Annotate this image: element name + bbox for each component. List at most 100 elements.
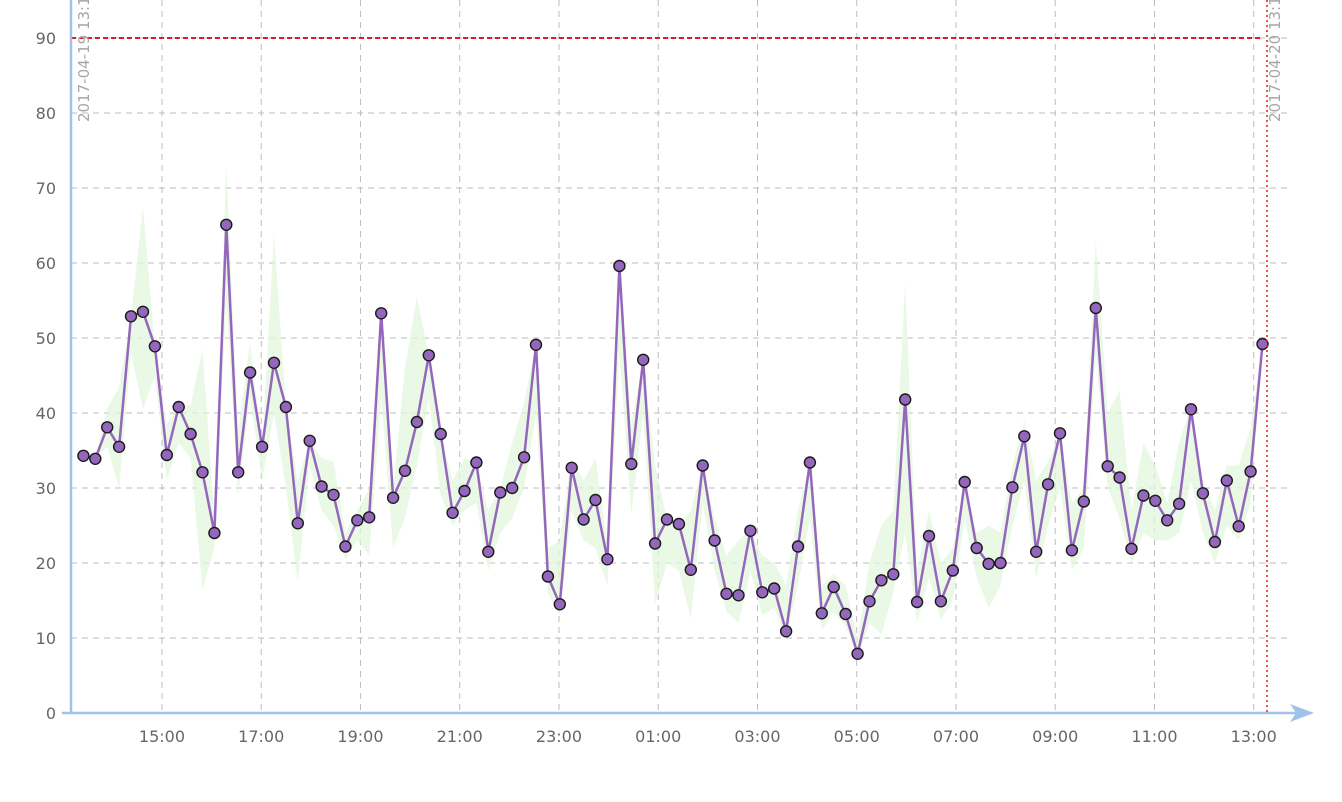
data-point[interactable] (1089, 301, 1103, 315)
data-point[interactable] (875, 574, 888, 587)
data-point[interactable] (136, 305, 150, 318)
data-point[interactable] (565, 461, 578, 474)
data-point[interactable] (112, 440, 126, 453)
data-point[interactable] (363, 511, 376, 524)
data-point[interactable] (720, 587, 733, 600)
data-point[interactable] (446, 506, 459, 519)
data-point[interactable] (863, 595, 876, 608)
data-point[interactable] (815, 607, 828, 620)
data-point[interactable] (577, 513, 590, 526)
data-point[interactable] (791, 540, 805, 553)
data-point[interactable] (506, 481, 519, 495)
data-point[interactable] (839, 607, 852, 621)
data-point[interactable] (1232, 520, 1245, 533)
data-point[interactable] (684, 563, 697, 576)
data-point[interactable] (553, 598, 566, 611)
data-point[interactable] (77, 449, 90, 462)
data-point[interactable] (1149, 494, 1162, 507)
data-point[interactable] (482, 545, 495, 558)
data-point[interactable] (339, 540, 352, 553)
data-point[interactable] (851, 647, 864, 660)
data-point[interactable] (613, 259, 626, 273)
data-point[interactable] (315, 480, 328, 493)
data-point[interactable] (887, 568, 900, 581)
data-point[interactable] (934, 595, 948, 608)
data-point[interactable] (601, 553, 614, 566)
data-point[interactable] (1125, 542, 1138, 555)
data-point[interactable] (1041, 478, 1055, 491)
data-point[interactable] (672, 517, 686, 531)
data-point[interactable] (1018, 430, 1031, 443)
data-point[interactable] (100, 421, 114, 434)
data-point[interactable] (1256, 337, 1269, 351)
data-point[interactable] (494, 486, 507, 499)
data-point[interactable] (1113, 471, 1126, 484)
data-point[interactable] (220, 218, 233, 232)
data-point[interactable] (732, 589, 745, 602)
data-point[interactable] (1208, 535, 1222, 549)
data-point[interactable] (708, 534, 721, 547)
data-point[interactable] (375, 307, 388, 320)
data-point[interactable] (1006, 481, 1019, 494)
data-point[interactable] (1220, 474, 1234, 487)
data-point[interactable] (1029, 545, 1043, 558)
data-point[interactable] (696, 459, 709, 472)
data-point[interactable] (660, 513, 674, 526)
data-point[interactable] (89, 452, 102, 465)
data-point[interactable] (279, 400, 293, 414)
data-point[interactable] (970, 541, 983, 555)
data-point[interactable] (1053, 427, 1067, 440)
data-point[interactable] (267, 356, 281, 369)
data-point[interactable] (184, 427, 197, 441)
data-point[interactable] (756, 586, 769, 599)
data-point[interactable] (946, 564, 959, 577)
data-point[interactable] (160, 448, 174, 462)
data-point[interactable] (625, 457, 638, 471)
data-point[interactable] (291, 517, 304, 530)
data-point[interactable] (351, 514, 364, 527)
data-point[interactable] (172, 400, 185, 414)
data-point[interactable] (1244, 465, 1257, 478)
data-point[interactable] (398, 464, 412, 477)
data-point[interactable] (899, 393, 912, 406)
data-point[interactable] (589, 493, 602, 507)
data-point[interactable] (637, 353, 650, 366)
data-point[interactable] (1160, 514, 1174, 527)
data-point[interactable] (517, 451, 531, 464)
data-point[interactable] (1101, 460, 1114, 473)
data-point[interactable] (982, 557, 995, 570)
data-point[interactable] (768, 582, 781, 595)
data-point[interactable] (458, 484, 471, 498)
data-point[interactable] (470, 456, 483, 469)
data-point[interactable] (1065, 544, 1079, 557)
data-point[interactable] (196, 466, 209, 479)
data-point[interactable] (410, 415, 424, 429)
data-point[interactable] (1184, 403, 1198, 416)
data-point[interactable] (744, 524, 757, 537)
data-point[interactable] (231, 466, 245, 479)
data-point[interactable] (243, 366, 257, 379)
data-point[interactable] (1077, 495, 1091, 508)
data-point[interactable] (1137, 489, 1150, 502)
data-point[interactable] (327, 488, 340, 501)
data-point[interactable] (303, 434, 316, 447)
data-point[interactable] (255, 440, 269, 453)
data-point[interactable] (648, 537, 662, 550)
data-point[interactable] (529, 338, 543, 351)
data-point[interactable] (1172, 497, 1186, 510)
data-point[interactable] (148, 340, 162, 353)
data-point[interactable] (434, 427, 447, 441)
data-point[interactable] (386, 491, 400, 504)
data-point[interactable] (779, 625, 793, 638)
data-point[interactable] (208, 526, 221, 540)
data-point[interactable] (994, 556, 1007, 570)
data-point[interactable] (541, 570, 555, 583)
data-point[interactable] (1196, 487, 1210, 500)
data-point[interactable] (922, 529, 936, 543)
data-point[interactable] (422, 349, 435, 362)
data-point[interactable] (910, 595, 924, 609)
data-point[interactable] (958, 475, 971, 489)
data-point[interactable] (124, 310, 138, 323)
data-point[interactable] (803, 456, 817, 469)
data-point[interactable] (827, 580, 840, 594)
